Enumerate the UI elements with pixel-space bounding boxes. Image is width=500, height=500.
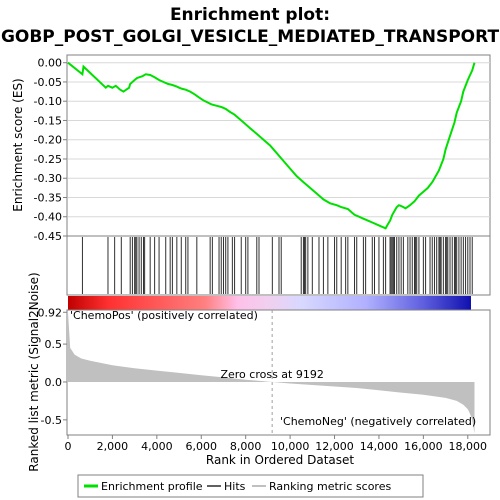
x-tick-label: 12,000 <box>315 440 354 453</box>
x-tick-label: 16,000 <box>404 440 443 453</box>
hit-markers <box>81 237 473 294</box>
hits-panel <box>66 235 491 296</box>
x-tick-label: 10,000 <box>271 440 310 453</box>
es-tick-label: -0.20 <box>34 134 62 147</box>
rank-color-bar <box>68 296 471 310</box>
es-tick-label: -0.40 <box>34 211 62 224</box>
es-panel-frame <box>66 54 491 237</box>
es-tick-label: -0.25 <box>34 153 62 166</box>
es-tick-label: -0.10 <box>34 95 62 108</box>
zero-cross-label: Zero cross at 9192 <box>220 368 323 381</box>
x-tick-label: 8,000 <box>230 440 262 453</box>
rank-color-bar-fill <box>68 296 471 310</box>
metric-tick-label: 0.0 <box>45 376 63 389</box>
legend-box <box>77 474 424 498</box>
chemoneg-label: 'ChemoNeg' (negatively correlated) <box>280 415 476 428</box>
metric-y-ticks: 0.92 0.5 0.0 -0.5 <box>38 306 67 427</box>
x-tick-label: 18,000 <box>449 440 488 453</box>
metric-tick-label: 0.5 <box>45 338 63 351</box>
legend: Enrichment profile Hits Ranking metric s… <box>77 474 424 498</box>
x-tick-label: 4,000 <box>141 440 173 453</box>
ranking-metric-area <box>68 312 475 434</box>
metric-panel-frame <box>66 309 491 436</box>
es-y-ticks: 0.00 -0.05 -0.10 -0.15 -0.20 -0.25 -0.30 -0.35 -… <box>34 57 67 243</box>
chart-title-line2: GOBP_POST_GOLGI_VESICLE_MEDIATED_TRANSPO… <box>1 27 500 47</box>
x-tick-label: 0 <box>65 440 72 453</box>
enrichment-profile-line <box>67 61 476 230</box>
es-y-axis-label: Enrichment score (ES) <box>11 78 25 211</box>
x-tick-label: 6,000 <box>186 440 218 453</box>
es-panel: 0.00 -0.05 -0.10 -0.15 -0.20 -0.25 -0.30 -0.35 -… <box>11 54 491 243</box>
metric-tick-label: -0.5 <box>41 414 62 427</box>
legend-label-enrichment-profile: Enrichment profile <box>101 480 203 493</box>
x-axis-label: Rank in Ordered Dataset <box>206 453 354 467</box>
es-tick-label: -0.15 <box>34 114 62 127</box>
x-tick-label: 2,000 <box>97 440 129 453</box>
es-tick-label: -0.30 <box>34 172 62 185</box>
metric-tick-label: 0.92 <box>38 306 63 319</box>
chemopos-label: 'ChemoPos' (positively correlated) <box>70 309 258 322</box>
legend-label-hits: Hits <box>224 480 246 493</box>
es-tick-label: 0.00 <box>38 57 63 70</box>
legend-label-ranking-metric: Ranking metric scores <box>269 480 391 493</box>
es-tick-label: -0.05 <box>34 76 62 89</box>
metric-y-axis-label: Ranked list metric (Signal2Noise) <box>27 272 41 471</box>
es-tick-label: -0.35 <box>34 191 62 204</box>
x-axis-ticks: 0 2,000 4,000 6,000 8,000 10,000 12,000 14,000 1… <box>65 435 488 453</box>
es-tick-label: -0.45 <box>34 230 62 243</box>
metric-panel: 0.92 0.5 0.0 -0.5 Zero cross at 9192 'Chemo… <box>27 272 491 472</box>
chart-title-line1: Enrichment plot: <box>170 5 330 25</box>
x-tick-label: 14,000 <box>360 440 399 453</box>
